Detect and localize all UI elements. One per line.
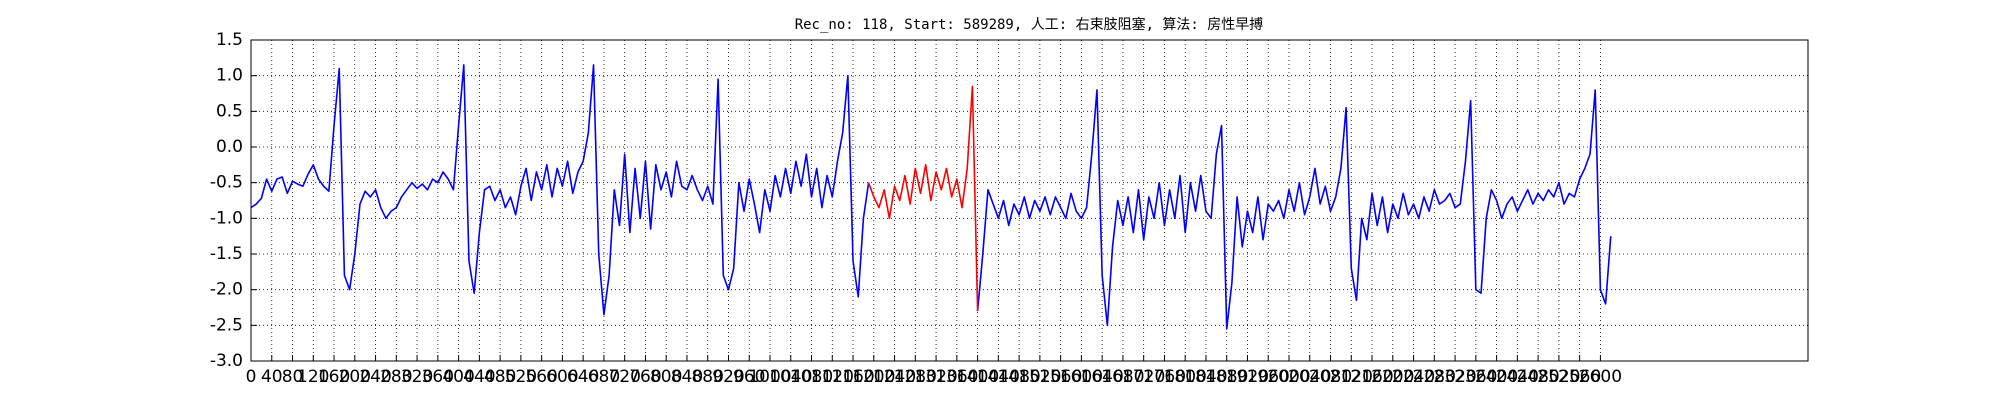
x-tick-label: 2520 xyxy=(1537,367,1580,387)
x-tick-label: 240 xyxy=(359,367,391,387)
x-tick-label: 1640 xyxy=(1081,367,1124,387)
x-tick-label: 2000 xyxy=(1267,367,1310,387)
signal-line xyxy=(250,64,1612,330)
x-tick-label: 600 xyxy=(546,367,578,387)
x-tick-label: 1200 xyxy=(852,367,895,387)
y-tick-label: -1.0 xyxy=(210,208,243,228)
x-tick-label: 320 xyxy=(401,367,433,387)
x-tick-label: 1720 xyxy=(1122,367,1165,387)
x-tick-label: 1560 xyxy=(1039,367,1082,387)
x-tick-label: 1600 xyxy=(1060,367,1103,387)
x-tick-label: 520 xyxy=(505,367,537,387)
signal-line xyxy=(867,85,979,312)
x-tick-label: 960 xyxy=(733,367,765,387)
x-tick-label: 1840 xyxy=(1184,367,1227,387)
x-tick-label: 1480 xyxy=(997,367,1040,387)
x-tick-label: 2320 xyxy=(1433,367,1476,387)
x-tick-label: 120 xyxy=(297,367,329,387)
x-tick-label: 2040 xyxy=(1288,367,1331,387)
x-tick-label: 2160 xyxy=(1350,367,1393,387)
x-tick-label: 280 xyxy=(380,367,412,387)
x-tick-label: 2360 xyxy=(1454,367,1497,387)
x-tick-label: 2120 xyxy=(1330,367,1373,387)
x-tick-label: 640 xyxy=(567,367,599,387)
x-tick-label: 2600 xyxy=(1579,367,1622,387)
x-tick-label: 1440 xyxy=(977,367,1020,387)
x-tick-label: 1280 xyxy=(894,367,937,387)
x-tick-label: 2200 xyxy=(1371,367,1414,387)
x-tick-label: 400 xyxy=(442,367,474,387)
x-tick-label: 1080 xyxy=(790,367,833,387)
y-tick-label: 1.5 xyxy=(216,30,243,50)
y-tick-label: 1.0 xyxy=(216,66,243,86)
x-tick-label: 1240 xyxy=(873,367,916,387)
x-tick-label: 80 xyxy=(282,367,304,387)
x-tick-label: 1360 xyxy=(935,367,978,387)
x-tick-label: 1000 xyxy=(748,367,791,387)
x-tick-label: 2400 xyxy=(1475,367,1518,387)
x-tick-label: 2280 xyxy=(1413,367,1456,387)
x-tick-label: 1800 xyxy=(1164,367,1207,387)
x-tick-label: 2560 xyxy=(1558,367,1601,387)
y-tick-label: -0.5 xyxy=(210,173,243,193)
x-tick-label: 480 xyxy=(484,367,516,387)
y-tick-label: 0.0 xyxy=(216,137,243,157)
x-tick-label: 1400 xyxy=(956,367,999,387)
x-tick-label: 1120 xyxy=(811,367,854,387)
x-tick-label: 1040 xyxy=(769,367,812,387)
x-tick-label: 1760 xyxy=(1143,367,1186,387)
y-tick-label: -2.0 xyxy=(210,280,243,300)
x-tick-label: 1160 xyxy=(831,367,874,387)
x-tick-label: 760 xyxy=(629,367,661,387)
x-tick-label: 680 xyxy=(588,367,620,387)
x-tick-label: 720 xyxy=(608,367,640,387)
x-tick-label: 840 xyxy=(671,367,703,387)
y-tick-label: -1.5 xyxy=(210,244,243,264)
x-tick-label: 2240 xyxy=(1392,367,1435,387)
x-tick-label: 0 xyxy=(246,367,257,387)
x-tick-label: 1880 xyxy=(1205,367,1248,387)
x-tick-label: 360 xyxy=(422,367,454,387)
y-tick-label: 0.5 xyxy=(216,101,243,121)
x-tick-label: 160 xyxy=(318,367,350,387)
x-tick-label: 800 xyxy=(650,367,682,387)
x-tick-label: 1920 xyxy=(1226,367,1269,387)
plot-frame xyxy=(250,39,1809,362)
x-tick-label: 880 xyxy=(691,367,723,387)
x-tick-label: 200 xyxy=(339,367,371,387)
x-tick-label: 560 xyxy=(525,367,557,387)
x-tick-label: 920 xyxy=(712,367,744,387)
chart-title: Rec_no: 118, Start: 589289, 人工: 右束肢阻塞, 算… xyxy=(795,16,1264,33)
x-tick-label: 1960 xyxy=(1247,367,1290,387)
y-tick-label: -3.0 xyxy=(210,351,243,371)
x-tick-label: 40 xyxy=(261,367,283,387)
x-tick-label: 2080 xyxy=(1309,367,1352,387)
x-tick-label: 2440 xyxy=(1496,367,1539,387)
x-tick-label: 440 xyxy=(463,367,495,387)
x-tick-label: 1680 xyxy=(1101,367,1144,387)
y-tick-label: -2.5 xyxy=(210,315,243,335)
x-tick-label: 1520 xyxy=(1018,367,1061,387)
x-tick-label: 2480 xyxy=(1516,367,1559,387)
x-tick-label: 1320 xyxy=(914,367,957,387)
